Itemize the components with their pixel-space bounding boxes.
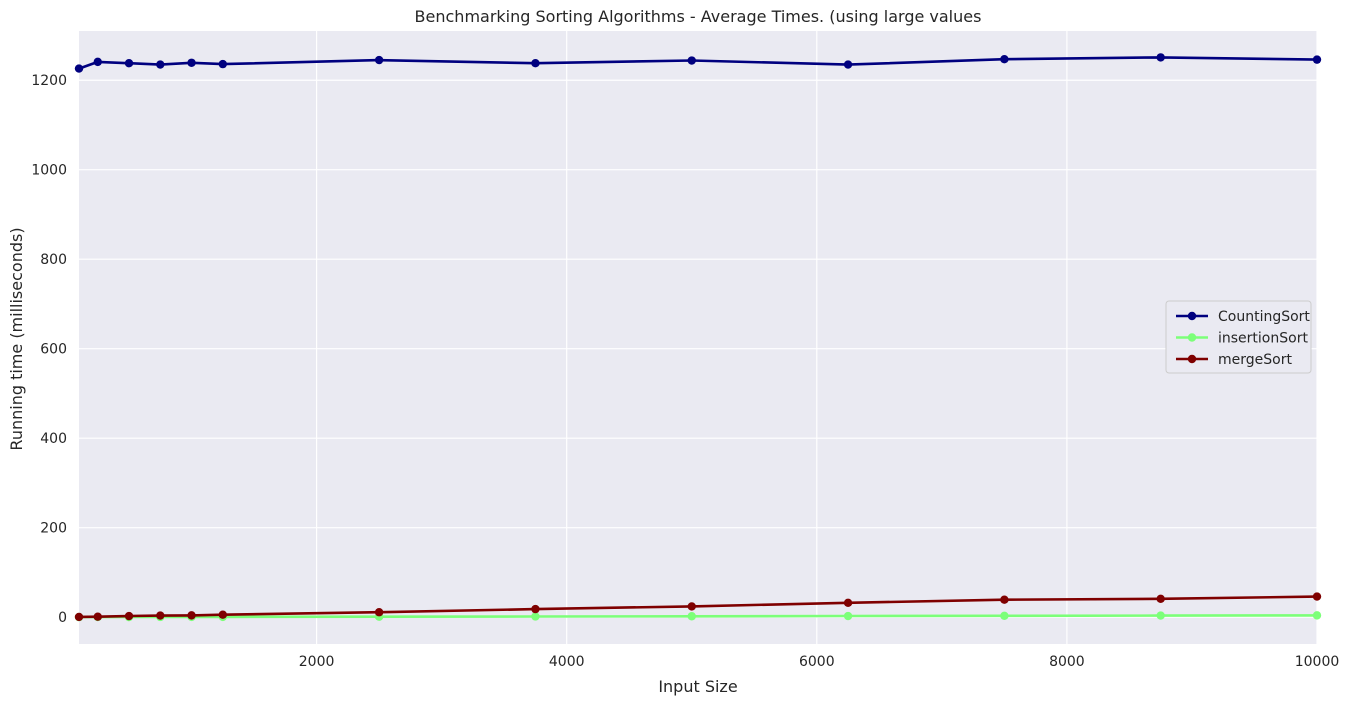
data-point <box>93 612 102 621</box>
data-point <box>1312 592 1322 601</box>
data-point <box>156 611 165 620</box>
data-point <box>531 59 540 68</box>
data-point <box>218 59 228 69</box>
series-group <box>74 53 1322 622</box>
data-point <box>531 604 540 614</box>
data-point <box>74 64 84 73</box>
data-point <box>1156 611 1165 620</box>
data-point <box>531 612 540 621</box>
data-point <box>374 55 384 65</box>
plot-area <box>79 31 1317 644</box>
x-tick-labels: 2000 4000 6000 8000 10000 <box>299 654 1339 670</box>
legend-label: CountingSort <box>1218 309 1310 325</box>
series-mergeSort <box>74 592 1322 622</box>
data-point <box>374 608 384 617</box>
y-tick-label: 1200 <box>31 73 67 89</box>
data-point <box>218 610 228 619</box>
legend-box <box>1165 300 1312 374</box>
data-point <box>74 612 84 622</box>
data-point <box>124 611 134 621</box>
series-CountingSort <box>74 53 1322 73</box>
y-tick-labels: 0 200 400 600 800 1000 1200 <box>31 73 67 626</box>
data-point <box>843 60 853 69</box>
data-point <box>687 612 696 621</box>
y-tick-label: 400 <box>40 431 67 447</box>
data-point <box>1312 55 1322 64</box>
x-tick-label: 4000 <box>549 654 585 670</box>
data-point <box>687 602 696 611</box>
y-tick-label: 200 <box>40 521 67 537</box>
legend: CountingSort insertionSort mergeSort <box>1165 300 1312 374</box>
legend-label: mergeSort <box>1218 352 1292 368</box>
data-point <box>843 598 853 608</box>
data-point <box>187 58 196 67</box>
y-axis-label: Running time (milliseconds) <box>7 227 26 450</box>
data-point <box>1000 595 1009 604</box>
x-tick-label: 8000 <box>1049 654 1085 670</box>
grid <box>79 31 1318 644</box>
data-point <box>1000 54 1009 64</box>
x-tick-label: 6000 <box>799 654 835 670</box>
legend-marker <box>1187 333 1197 342</box>
legend-marker <box>1187 311 1197 321</box>
y-tick-label: 800 <box>40 252 67 268</box>
data-point <box>687 56 696 65</box>
data-point <box>156 60 165 69</box>
data-point <box>124 59 134 68</box>
series-line <box>79 614 1318 619</box>
x-tick-label: 2000 <box>299 654 335 670</box>
y-tick-label: 600 <box>40 342 67 358</box>
data-point <box>843 611 853 621</box>
data-point <box>1156 594 1165 604</box>
data-point <box>1000 611 1009 621</box>
data-point <box>187 611 196 620</box>
data-point <box>1156 53 1165 62</box>
legend-label: insertionSort <box>1218 331 1308 347</box>
legend-marker <box>1187 354 1197 364</box>
x-tick-label: 10000 <box>1295 654 1340 670</box>
y-tick-label: 0 <box>58 610 67 626</box>
y-tick-label: 1000 <box>31 163 67 179</box>
chart-title: Benchmarking Sorting Algorithms - Averag… <box>415 7 982 26</box>
x-axis-label: Input Size <box>658 677 737 696</box>
data-point <box>93 57 102 67</box>
data-point <box>1312 611 1322 620</box>
